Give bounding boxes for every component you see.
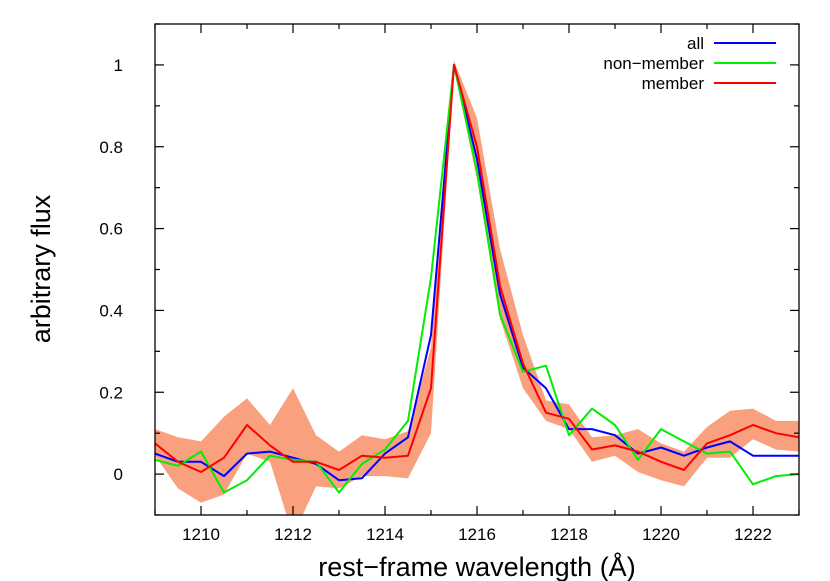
x-tick-label: 1210 — [182, 525, 220, 544]
x-tick-label: 1212 — [274, 525, 312, 544]
ticks-layer: 1210 1212 1214 1216 1218 1220 1222 0 0.2 0.4 0.6 0.… — [99, 23, 800, 544]
series-line-2 — [155, 63, 799, 473]
x-tick-label: 1222 — [734, 525, 772, 544]
member-error-band — [155, 60, 799, 515]
series-layer — [155, 63, 799, 494]
legend-label-1: non−member — [603, 54, 704, 73]
y-axis-label: arbitrary flux — [26, 194, 56, 343]
y-tick-label: 1 — [114, 56, 123, 75]
legend-label-2: member — [642, 74, 705, 93]
x-tick-label: 1218 — [550, 525, 588, 544]
y-tick-label: 0.6 — [99, 220, 123, 239]
y-tick-label: 0.2 — [99, 383, 123, 402]
series-line-1 — [155, 63, 799, 494]
band-layer — [155, 60, 799, 515]
series-line-0 — [155, 63, 799, 482]
x-tick-label: 1216 — [458, 525, 496, 544]
x-tick-label: 1214 — [366, 525, 404, 544]
y-tick-label: 0.4 — [99, 301, 123, 320]
x-axis-label: rest−frame wavelength (Å) — [318, 551, 635, 581]
legend-label-0: all — [687, 34, 704, 53]
y-tick-label: 0.8 — [99, 138, 123, 157]
x-tick-label: 1220 — [642, 525, 680, 544]
y-tick-label: 0 — [114, 465, 123, 484]
